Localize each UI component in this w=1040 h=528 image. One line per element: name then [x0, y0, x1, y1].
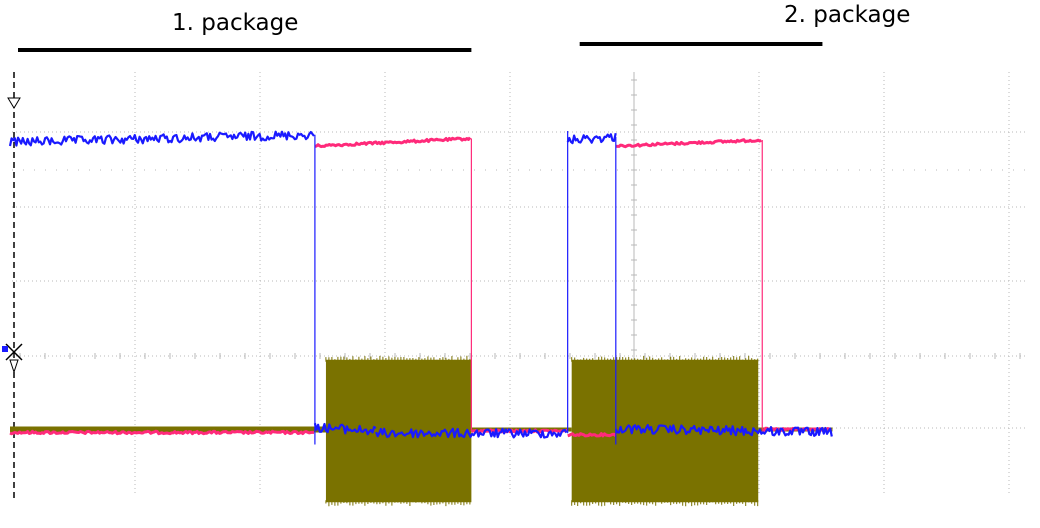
pink-segment-2 [314, 136, 472, 149]
olive-burst-edge [325, 355, 471, 507]
series-olive [10, 355, 833, 507]
pink-segment-5 [615, 138, 762, 149]
channel-markers [2, 97, 23, 374]
package-brackets [18, 42, 823, 52]
blue-segment-5 [614, 424, 833, 437]
channel-offset-marker [9, 359, 19, 374]
blue-segment-3 [375, 427, 568, 439]
package-1-label: 1. package [172, 10, 299, 36]
blue-segment-1 [8, 130, 315, 147]
olive-baseline [10, 426, 326, 433]
olive-burst-edge [571, 355, 759, 507]
pink-segment-1 [9, 429, 314, 436]
package-2-label: 2. package [784, 2, 911, 28]
blue-segment-4 [566, 132, 617, 145]
channel-badge [2, 346, 8, 352]
series-blue [8, 130, 833, 445]
olive-baseline [471, 427, 572, 432]
blue-segment-2 [313, 422, 377, 436]
series-pink [9, 136, 832, 438]
trigger-marker-top [7, 97, 21, 109]
channel-ground-marker [5, 343, 23, 361]
pink-segment-4 [567, 432, 617, 438]
